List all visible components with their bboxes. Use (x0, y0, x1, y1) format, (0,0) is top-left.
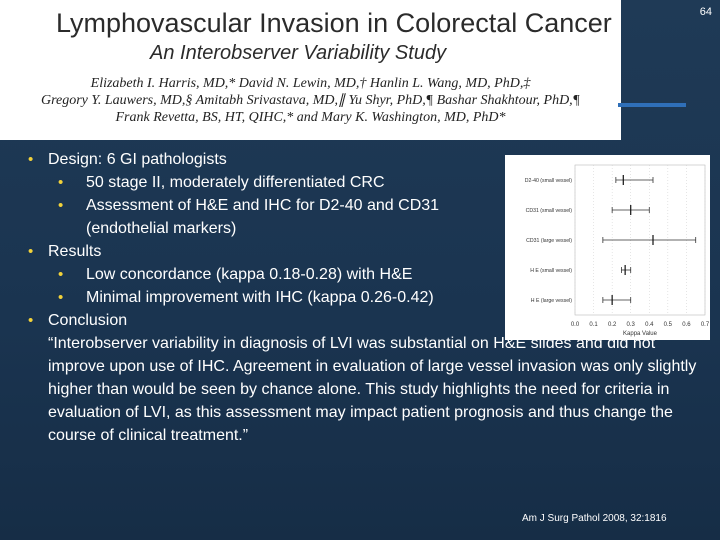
bullet-text: Low concordance (kappa 0.18-0.28) with H… (86, 266, 413, 283)
bullet-results: • Results (28, 240, 698, 263)
bullet-design: • Design: 6 GI pathologists (28, 148, 698, 171)
bullet-text: Results (48, 243, 102, 260)
sub-bullet: • 50 stage II, moderately differentiated… (28, 171, 698, 194)
bullet-text: Conclusion (48, 312, 128, 329)
slide-number: 64 (699, 6, 712, 18)
citation: Am J Surg Pathol 2008, 32:1816 (522, 513, 667, 524)
row-label: H E (small vessel) (530, 268, 572, 274)
slide-body: • Design: 6 GI pathologists • 50 stage I… (28, 148, 698, 447)
row-label: CD31 (small vessel) (526, 208, 573, 214)
bullet-dot: • (58, 266, 64, 283)
bullet-dot: • (28, 243, 34, 260)
article-subtitle: An Interobserver Variability Study (150, 42, 447, 64)
tick-label: 0.7 (701, 322, 710, 328)
tick-label: 0.4 (645, 322, 654, 328)
bullet-dot: • (28, 151, 34, 168)
conclusion-quote: “Interobserver variability in diagnosis … (48, 335, 697, 444)
tick-label: 0.2 (608, 322, 617, 328)
forest-plot-figure: 0.0 0.1 0.2 0.3 0.4 0.5 0.6 0.7 Kappa Value D2-40… (505, 155, 710, 340)
tick-label: 0.6 (682, 322, 691, 328)
bullet-text: Assessment of H&E and IHC for D2-40 and … (86, 197, 440, 237)
bullet-dot: • (58, 174, 64, 191)
bullet-text: Minimal improvement with IHC (kappa 0.26… (86, 289, 434, 306)
author-line: Elizabeth I. Harris, MD,* David N. Lewin… (90, 76, 531, 91)
author-line: Gregory Y. Lauwers, MD,§ Amitabh Srivast… (40, 93, 580, 108)
row-label: D2-40 (small vessel) (525, 178, 573, 184)
tick-label: 0.0 (571, 322, 580, 328)
bullet-dot: • (58, 197, 64, 214)
row-label: CD31 (large vessel) (526, 238, 572, 244)
row-label: H E (large vessel) (531, 298, 572, 304)
tick-label: 0.3 (627, 322, 636, 328)
author-line: Frank Revetta, BS, HT, QIHC,* and Mary K… (115, 110, 506, 125)
bullet-dot: • (28, 312, 34, 329)
tick-label: 0.5 (664, 322, 673, 328)
tick-label: 0.1 (589, 322, 598, 328)
forest-plot: 0.0 0.1 0.2 0.3 0.4 0.5 0.6 0.7 Kappa Value D2-40… (525, 164, 710, 337)
bullet-text: 50 stage II, moderately differentiated C… (86, 174, 385, 191)
bullet-text: Design: 6 GI pathologists (48, 151, 227, 168)
sub-bullet: • Assessment of H&E and IHC for D2-40 an… (28, 194, 466, 240)
bullet-dot: • (58, 289, 64, 306)
article-header-image: Lymphovascular Invasion in Colorectal Ca… (0, 0, 621, 140)
accent-bar (618, 103, 686, 107)
sub-bullet: • Minimal improvement with IHC (kappa 0.… (28, 286, 698, 309)
article-authors: Elizabeth I. Harris, MD,* David N. Lewin… (0, 75, 621, 126)
sub-bullet: • Low concordance (kappa 0.18-0.28) with… (28, 263, 698, 286)
article-title: Lymphovascular Invasion in Colorectal Ca… (56, 8, 612, 38)
x-axis-label: Kappa Value (623, 331, 658, 337)
bullet-conclusion: • Conclusion (28, 309, 698, 332)
